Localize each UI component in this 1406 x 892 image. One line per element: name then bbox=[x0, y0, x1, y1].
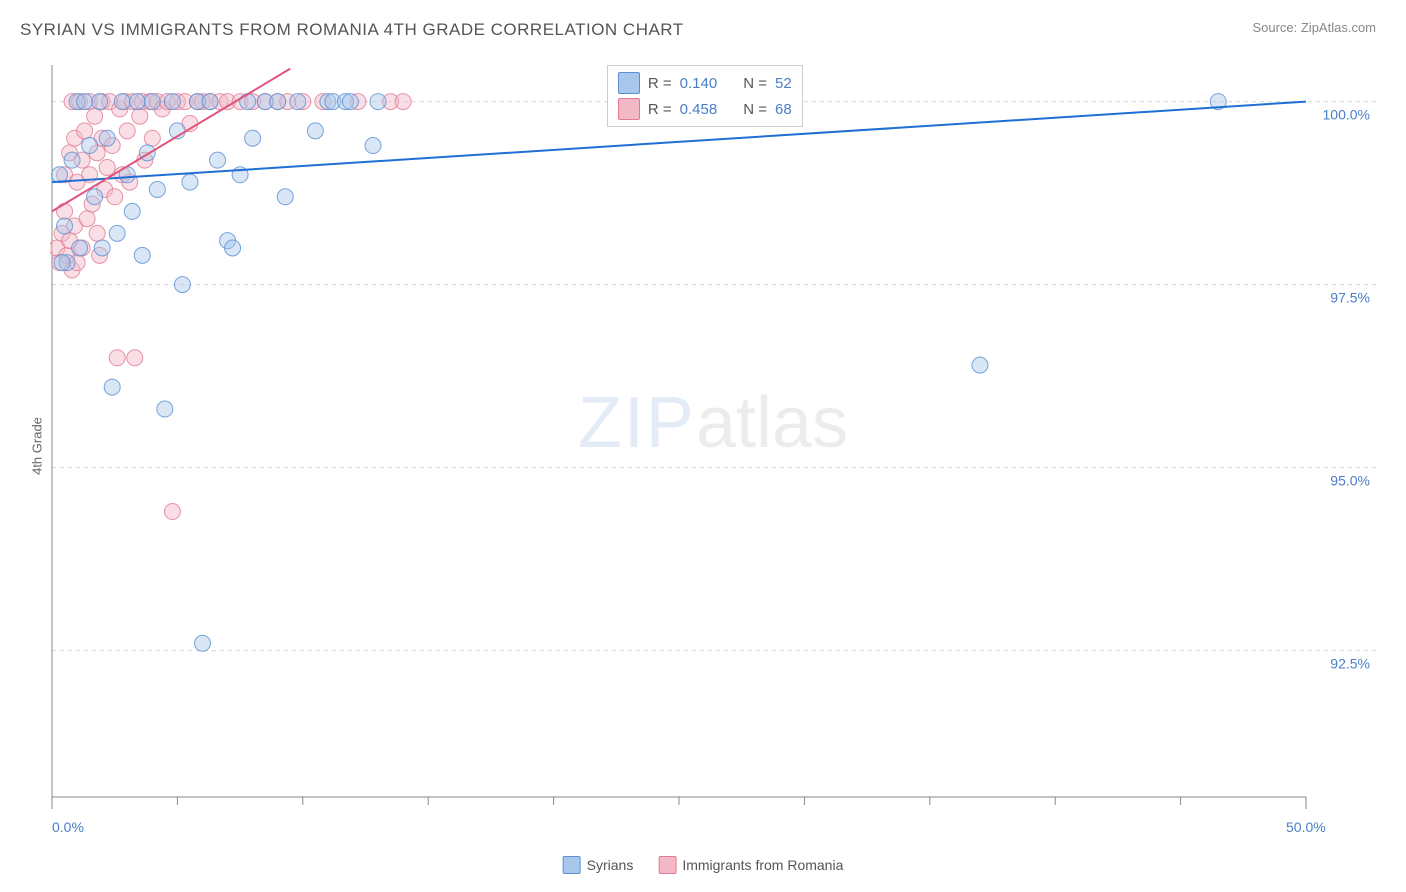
svg-text:100.0%: 100.0% bbox=[1323, 107, 1370, 123]
plot-area: 92.5%95.0%97.5%100.0% ZIPatlas R = 0.140… bbox=[50, 60, 1376, 817]
stats-row-syrians: R = 0.140 N = 52 bbox=[618, 70, 792, 96]
stats-n-value-syrians: 52 bbox=[775, 75, 792, 92]
stats-r-value-romania: 0.458 bbox=[680, 101, 718, 118]
stats-swatch-romania bbox=[618, 98, 640, 120]
svg-text:97.5%: 97.5% bbox=[1330, 290, 1370, 306]
stats-n-label: N = bbox=[743, 101, 767, 118]
legend-label-syrians: Syrians bbox=[587, 857, 634, 873]
legend-item-syrians: Syrians bbox=[563, 856, 634, 874]
stats-n-value-romania: 68 bbox=[775, 101, 792, 118]
svg-text:95.0%: 95.0% bbox=[1330, 473, 1370, 489]
stats-r-label: R = bbox=[648, 101, 672, 118]
legend-swatch-syrians bbox=[563, 856, 581, 874]
x-tick-label-max: 50.0% bbox=[1286, 819, 1326, 835]
y-axis-label: 4th Grade bbox=[29, 417, 44, 475]
legend-label-romania: Immigrants from Romania bbox=[682, 857, 843, 873]
chart-source: Source: ZipAtlas.com bbox=[1252, 20, 1376, 35]
chart-title: SYRIAN VS IMMIGRANTS FROM ROMANIA 4TH GR… bbox=[20, 20, 684, 40]
legend-item-romania: Immigrants from Romania bbox=[658, 856, 843, 874]
stats-r-value-syrians: 0.140 bbox=[680, 75, 718, 92]
stats-r-label: R = bbox=[648, 75, 672, 92]
stats-n-label: N = bbox=[743, 75, 767, 92]
svg-text:92.5%: 92.5% bbox=[1330, 656, 1370, 672]
x-tick-label-min: 0.0% bbox=[52, 819, 84, 835]
legend-swatch-romania bbox=[658, 856, 676, 874]
scatter-chart: 92.5% 95.0% 97.5% 100.0% bbox=[50, 60, 1376, 817]
stats-swatch-syrians bbox=[618, 72, 640, 94]
stats-legend: R = 0.140 N = 52 R = 0.458 N = 68 bbox=[607, 65, 803, 127]
stats-row-romania: R = 0.458 N = 68 bbox=[618, 96, 792, 122]
chart-header: SYRIAN VS IMMIGRANTS FROM ROMANIA 4TH GR… bbox=[0, 0, 1406, 40]
bottom-legend: Syrians Immigrants from Romania bbox=[563, 856, 844, 874]
